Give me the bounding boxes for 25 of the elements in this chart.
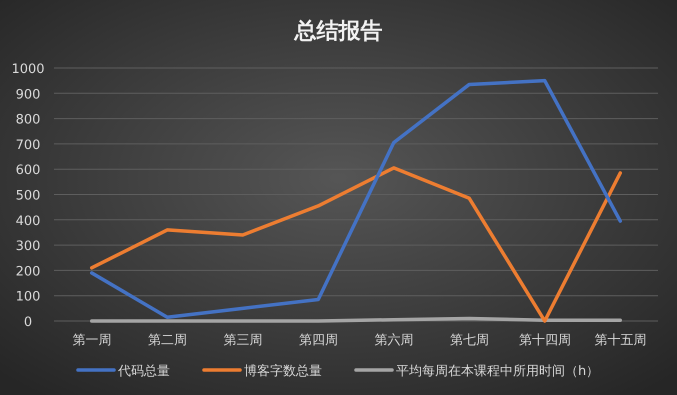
legend-label: 代码总量	[117, 364, 170, 379]
x-tick-label: 第四周	[298, 333, 338, 348]
x-tick-label: 第一周	[72, 333, 112, 348]
y-tick-label: 100	[16, 290, 40, 305]
chart-title: 总结报告	[294, 19, 382, 44]
line-series	[90, 78, 622, 319]
x-tick-label: 第二周	[148, 333, 187, 348]
x-tick-label: 第十五周	[594, 333, 646, 348]
y-tick-label: 200	[16, 264, 40, 280]
x-tick-label: 第十四周	[518, 333, 571, 348]
y-tick-label: 700	[16, 138, 40, 153]
y-tick-label: 800	[16, 112, 40, 128]
y-tick-label: 300	[16, 239, 40, 254]
y-tick-label: 0	[24, 315, 32, 330]
x-tick-label: 第六周	[374, 333, 414, 348]
y-tick-label: 900	[16, 87, 40, 102]
x-tick-label: 第七周	[450, 333, 489, 348]
y-tick-label: 600	[16, 163, 40, 178]
y-tick-label: 400	[16, 214, 40, 229]
y-tick-label: 500	[16, 188, 40, 204]
x-tick-label: 第三周	[223, 333, 262, 348]
legend-label: 博客字数总量	[244, 363, 322, 379]
y-tick-label: 1000	[11, 62, 45, 77]
legend-label: 平均每周在本课程中所用时间（h）	[396, 364, 600, 379]
line-series	[90, 166, 622, 323]
